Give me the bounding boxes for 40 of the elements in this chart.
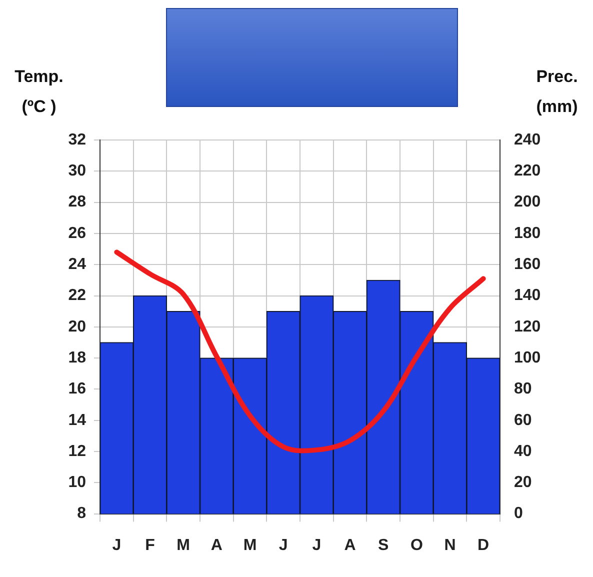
y2-tick-label: 20 [514, 474, 532, 492]
y-tick-label: 28 [68, 194, 86, 211]
y-tick-label: 26 [68, 224, 86, 242]
x-tick-label: F [145, 536, 156, 554]
x-tick-label: J [112, 536, 122, 554]
y-tick-label: 20 [68, 318, 86, 336]
x-tick-label: A [344, 536, 356, 554]
y2-tick-label: 240 [514, 131, 541, 148]
y-tick-label: 32 [68, 131, 86, 148]
x-tick-label: D [478, 536, 490, 554]
y-tick-label: 18 [68, 349, 86, 366]
y-tick-label: 30 [68, 162, 86, 180]
y-tick-label: 22 [68, 287, 86, 304]
x-tick-label: M [176, 536, 190, 554]
y2-tick-label: 120 [514, 318, 541, 336]
y2-tick-label: 80 [514, 380, 532, 398]
y2-axis-title: Prec. (mm) [535, 66, 579, 118]
y-tick-label: 24 [68, 256, 86, 274]
x-tick-label: S [378, 536, 389, 554]
x-tick-label: A [210, 536, 223, 554]
y-tick-label: 10 [68, 474, 86, 492]
y2-tick-label: 100 [514, 349, 541, 366]
y2-tick-label: 160 [514, 256, 541, 274]
y2-tick-label: 0 [514, 505, 523, 522]
y2-tick-label: 40 [514, 442, 532, 460]
x-tick-label: N [444, 536, 456, 554]
y-tick-label: 12 [68, 442, 86, 460]
y2-tick-label: 60 [514, 412, 532, 429]
x-tick-label: O [410, 536, 423, 554]
y-tick-label: 16 [68, 380, 86, 398]
y-tick-label: 8 [77, 505, 86, 522]
y-tick-label: 14 [68, 412, 86, 429]
y2-tick-label: 200 [514, 194, 541, 211]
y-axis-title: Temp. (ºC ) [14, 66, 64, 118]
y2-tick-label: 220 [514, 162, 541, 180]
y2-tick-label: 180 [514, 224, 541, 242]
x-tick-label: J [312, 536, 322, 554]
x-tick-label: J [278, 536, 288, 554]
x-tick-label: M [243, 536, 257, 554]
y2-tick-label: 140 [514, 287, 541, 304]
